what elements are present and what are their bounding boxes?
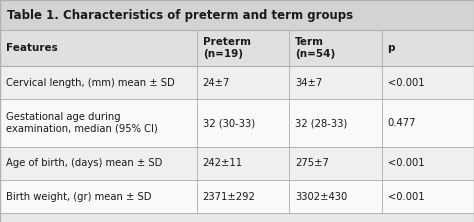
Bar: [197, 30, 289, 66]
Bar: [289, 180, 382, 213]
Text: Birth weight, (gr) mean ± SD: Birth weight, (gr) mean ± SD: [6, 192, 152, 202]
Bar: [0, 147, 197, 180]
Bar: [0, 66, 197, 99]
Bar: [0, 180, 197, 213]
Bar: [382, 66, 474, 99]
Bar: [289, 147, 382, 180]
Bar: [197, 99, 289, 147]
Bar: [0, 213, 474, 222]
Text: 32 (30-33): 32 (30-33): [203, 118, 255, 128]
Text: Preterm
(n=19): Preterm (n=19): [203, 37, 251, 59]
Bar: [0, 0, 474, 30]
Bar: [197, 180, 289, 213]
Bar: [197, 147, 289, 180]
Bar: [289, 66, 382, 99]
Text: <0.001: <0.001: [388, 192, 424, 202]
Text: 242±11: 242±11: [203, 159, 243, 168]
Text: 0.477: 0.477: [388, 118, 416, 128]
Text: Features: Features: [6, 43, 58, 53]
Text: Age of birth, (days) mean ± SD: Age of birth, (days) mean ± SD: [6, 159, 163, 168]
Bar: [289, 30, 382, 66]
Bar: [0, 99, 197, 147]
Bar: [382, 147, 474, 180]
Bar: [197, 66, 289, 99]
Text: 3302±430: 3302±430: [295, 192, 347, 202]
Text: 34±7: 34±7: [295, 77, 322, 87]
Bar: [382, 30, 474, 66]
Text: Term
(n=54): Term (n=54): [295, 37, 336, 59]
Text: Gestational age during
examination, median (95% CI): Gestational age during examination, medi…: [6, 112, 158, 134]
Text: Cervical length, (mm) mean ± SD: Cervical length, (mm) mean ± SD: [6, 77, 175, 87]
Text: 2371±292: 2371±292: [203, 192, 255, 202]
Text: Table 1. Characteristics of preterm and term groups: Table 1. Characteristics of preterm and …: [7, 8, 353, 22]
Text: 32 (28-33): 32 (28-33): [295, 118, 347, 128]
Bar: [0, 30, 197, 66]
Text: 24±7: 24±7: [203, 77, 230, 87]
Bar: [382, 99, 474, 147]
Text: <0.001: <0.001: [388, 159, 424, 168]
Text: 275±7: 275±7: [295, 159, 329, 168]
Bar: [289, 99, 382, 147]
Text: p: p: [388, 43, 395, 53]
Text: <0.001: <0.001: [388, 77, 424, 87]
Bar: [382, 180, 474, 213]
